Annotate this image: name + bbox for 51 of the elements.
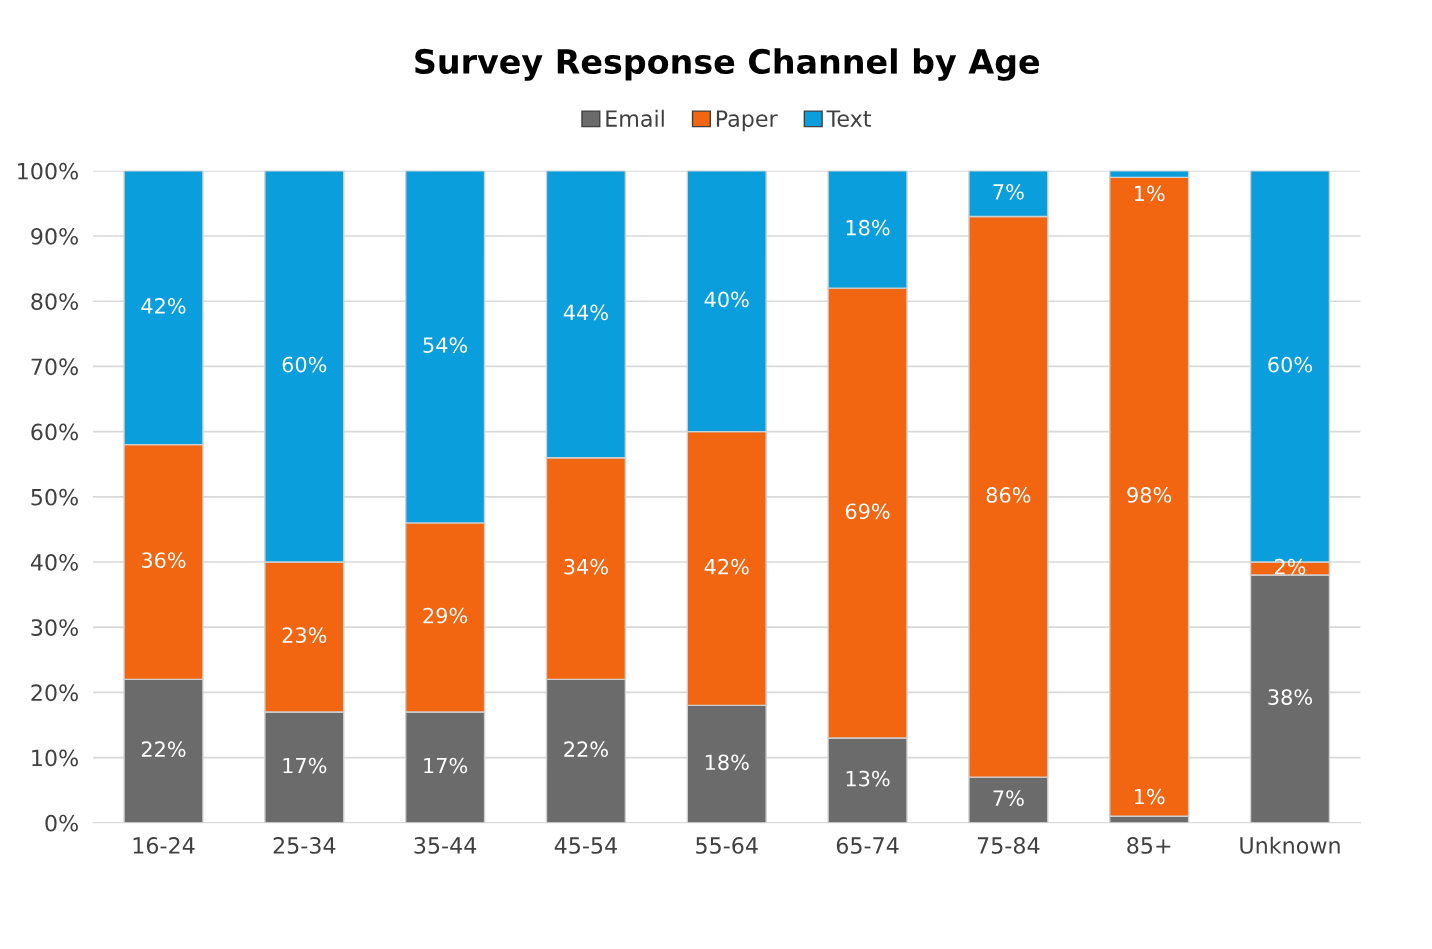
data-label: 29%	[423, 607, 468, 624]
y-tick-label: 90%	[31, 227, 78, 245]
x-tick-label: 65-74	[836, 837, 899, 854]
data-label: 34%	[564, 558, 608, 575]
y-tick-label: 10%	[32, 749, 78, 767]
data-label: 17%	[283, 757, 327, 774]
data-label: 86%	[986, 487, 1031, 503]
data-label: 13%	[846, 770, 890, 787]
y-tick-label: 60%	[31, 423, 78, 441]
data-label: 42%	[141, 298, 186, 314]
data-label: 1%	[1134, 185, 1165, 202]
x-tick-label: 25-34	[273, 837, 336, 854]
data-label: 18%	[705, 754, 749, 771]
data-label: 18%	[846, 219, 890, 236]
x-tick-label: Unknown	[1240, 836, 1340, 854]
data-label: 7%	[993, 790, 1024, 807]
chart-title: Survey Response Channel by Age	[415, 48, 1040, 81]
data-label: 22%	[141, 741, 186, 758]
x-tick-label: 45-54	[554, 837, 617, 854]
data-label: 42%	[704, 558, 749, 575]
y-tick-label: 70%	[31, 358, 78, 376]
y-tick-label: 0%	[45, 814, 78, 832]
x-tick-label: 55-64	[696, 837, 758, 854]
x-tick-label: 35-44	[414, 837, 477, 854]
y-tick-label: 20%	[31, 684, 78, 702]
data-label: 7%	[993, 183, 1024, 200]
y-tick-label: 100%	[18, 162, 78, 180]
data-label: 60%	[282, 356, 327, 373]
x-tick-label: 75-84	[977, 837, 1040, 854]
data-label: 44%	[563, 304, 608, 321]
legend-label: Email	[606, 109, 664, 127]
data-label: 98%	[1127, 487, 1172, 503]
data-label: 36%	[141, 552, 186, 569]
data-label: 2%	[1274, 558, 1306, 575]
data-label: 23%	[282, 627, 327, 644]
data-label: 22%	[564, 741, 608, 758]
y-tick-label: 30%	[31, 619, 78, 636]
data-label: 40%	[704, 291, 749, 308]
x-tick-label: 16-24	[133, 837, 195, 854]
y-tick-label: 40%	[30, 553, 78, 571]
data-label: 69%	[845, 503, 890, 520]
data-label: 54%	[423, 337, 468, 353]
legend-label: Paper	[716, 110, 778, 132]
x-tick-label: 85+	[1127, 837, 1171, 854]
data-label: 1%	[1134, 788, 1165, 805]
y-tick-label: 50%	[31, 488, 78, 506]
data-label: 38%	[1268, 689, 1312, 705]
data-label: 60%	[1268, 356, 1312, 373]
y-tick-label: 80%	[31, 293, 78, 310]
data-label: 17%	[424, 757, 468, 774]
legend-label: Text	[826, 110, 871, 127]
